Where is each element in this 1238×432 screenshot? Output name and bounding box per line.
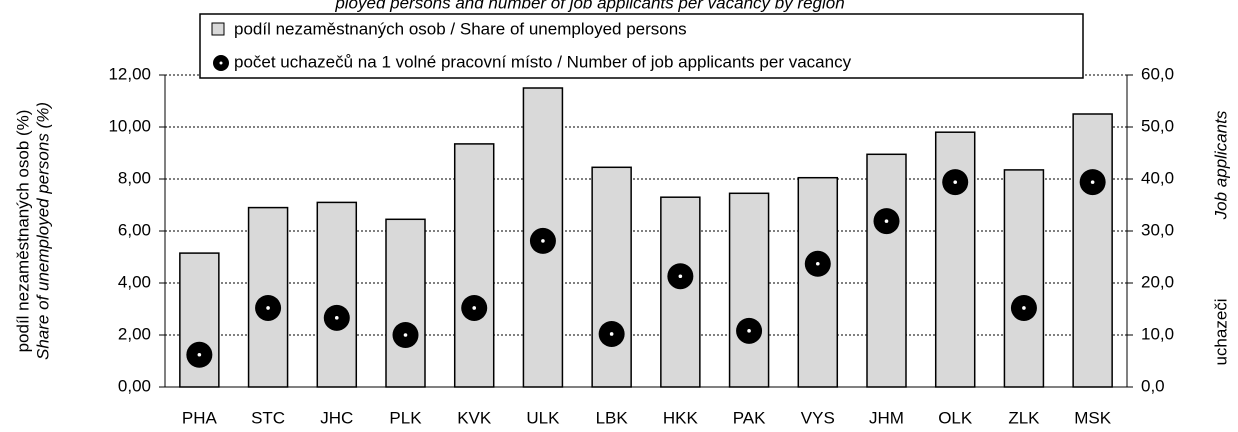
dot-center <box>884 219 889 223</box>
x-tick-label: ZLK <box>1008 408 1040 427</box>
y-tick-label: 0,00 <box>118 376 151 395</box>
x-tick-label: PHA <box>182 408 218 427</box>
y-tick-label: 6,00 <box>118 220 151 239</box>
y2-tick-label: 30,0 <box>1141 220 1174 239</box>
y-tick-label: 8,00 <box>118 168 151 187</box>
bar <box>660 196 701 388</box>
x-tick-label: JHM <box>869 408 904 427</box>
y2-tick-label: 40,0 <box>1141 168 1174 187</box>
y2-tick-label: 20,0 <box>1141 272 1174 291</box>
bar <box>797 176 839 388</box>
y-tick-label: 2,00 <box>118 324 151 343</box>
dot-center <box>197 352 202 357</box>
dot-center <box>541 239 545 243</box>
dot-center <box>403 333 408 337</box>
y2-axis-label: uchazeči <box>1211 298 1230 365</box>
x-tick-label: KVK <box>457 408 492 427</box>
x-tick-label: ULK <box>526 408 560 427</box>
dot-center <box>1022 306 1026 310</box>
dot-center <box>678 274 683 279</box>
dot-center <box>609 332 614 336</box>
bar <box>728 192 770 388</box>
y-tick-label: 10,00 <box>108 116 151 135</box>
dot-center <box>953 180 958 184</box>
dot-center <box>815 261 820 266</box>
bar <box>522 87 564 388</box>
x-tick-label: JHC <box>320 408 353 427</box>
x-tick-label: OLK <box>938 408 973 427</box>
x-tick-label: VYS <box>801 408 835 427</box>
legend-box <box>199 13 1084 79</box>
x-tick-label: MSK <box>1074 408 1112 427</box>
bar <box>316 201 358 388</box>
y2-axis-label-en: Job applicants <box>1211 110 1230 220</box>
y2-tick-label: 10,0 <box>1141 324 1174 343</box>
y2-tick-label: 50,0 <box>1141 116 1174 135</box>
legend-dot-center <box>219 61 223 65</box>
legend-label: podíl nezaměstnaných osob / Share of une… <box>234 19 687 38</box>
x-tick-label: HKK <box>663 408 699 427</box>
x-tick-label: PAK <box>733 408 766 427</box>
x-tick-label: STC <box>251 408 285 427</box>
legend-swatch <box>211 22 225 36</box>
y2-tick-label: 60,0 <box>1141 64 1174 83</box>
dot-center <box>747 329 751 333</box>
bar <box>591 166 632 388</box>
dot-center <box>472 306 477 310</box>
y-axis-label: podíl nezaměstnaných osob (%) <box>13 110 32 353</box>
bar <box>1003 169 1045 388</box>
x-tick-label: LBK <box>596 408 629 427</box>
y2-tick-label: 0,0 <box>1141 376 1165 395</box>
x-tick-label: PLK <box>389 408 422 427</box>
bar <box>385 218 426 388</box>
dot-center <box>1090 180 1095 184</box>
dot-center <box>334 316 339 320</box>
y-axis-label-en: Share of unemployed persons (%) <box>33 102 52 360</box>
legend-label: počet uchazečů na 1 volné pracovní místo… <box>234 52 852 71</box>
chart-title: ployed persons and number of job applica… <box>334 0 844 12</box>
bar <box>453 143 495 388</box>
y-tick-label: 4,00 <box>118 272 151 291</box>
bar <box>866 153 907 388</box>
bar <box>1072 113 1113 388</box>
y-tick-label: 12,00 <box>108 64 151 83</box>
dot-center <box>266 306 270 310</box>
